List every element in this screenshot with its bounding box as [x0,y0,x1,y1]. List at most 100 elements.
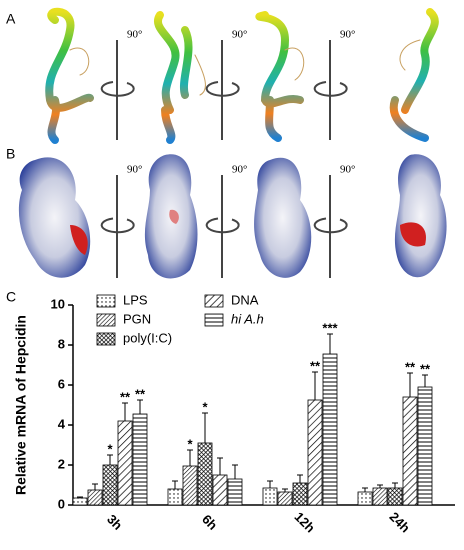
bar [417,386,433,506]
rotation-arrow [100,217,135,234]
x-tick-label: 12h [292,509,318,535]
surface-patch [400,222,426,247]
error-bar [172,480,178,489]
error-bar [202,412,208,443]
error-bar [92,483,98,490]
rotation-symbols [100,40,348,278]
panel-label: A [6,11,16,27]
significance: * [187,436,193,451]
rotation-label: 90° [232,164,247,176]
bar [227,478,243,506]
error-bar [392,482,398,488]
bar [262,487,278,506]
bar [167,488,183,506]
rotation-arrow [313,81,348,97]
rotation-label: 90° [340,164,355,176]
x-tick-label: 6h [199,512,220,533]
bar [307,399,323,506]
error-bar [407,372,413,397]
bar [72,497,88,506]
surface-structures [18,154,447,279]
significance: ** [135,386,146,401]
bar [197,442,213,506]
rotation-arrow [100,81,135,97]
y-tick-label: 8 [58,336,65,351]
bar [182,465,198,506]
bar [277,491,293,506]
surface [394,154,447,278]
bar [387,487,403,506]
rotation-arrow [205,217,240,234]
error-bar [217,457,223,475]
error-bar [422,374,428,387]
legend-swatch [96,332,116,346]
bar [117,420,133,506]
legend-swatch [96,313,116,327]
surface [254,157,312,278]
significance: ** [405,359,416,374]
legend-label: poly(I:C) [123,330,172,345]
error-bar [77,496,83,498]
y-tick-label: 2 [58,456,65,471]
bar [322,353,338,506]
x-tick-label: 24h [387,509,413,535]
error-bar [327,333,333,354]
surface-patch [169,209,179,224]
significance: * [107,441,113,456]
x-tick-label: 3h [104,512,125,533]
ribbon [255,11,304,142]
bar [402,396,418,506]
error-bar [107,454,113,465]
y-tick-label: 10 [51,296,65,311]
legend-swatch [204,313,224,327]
legend-label: hi A.h [231,311,264,326]
error-bar [297,474,303,483]
rotation-label: 90° [127,164,142,176]
error-bar [232,464,238,479]
ribbon-structures [45,7,439,144]
y-axis-title: Relative mRNA of Hepcidin [13,315,29,495]
y-tick-label: 6 [58,376,65,391]
legend-label: LPS [123,292,148,307]
bar [102,464,118,506]
loop [69,39,421,96]
bar [87,489,103,506]
rotation-label: 90° [340,29,355,41]
ribbon [154,11,193,144]
error-bar [187,449,193,466]
rotation-arrow [313,217,348,234]
bar [357,491,373,506]
rotation-label: 90° [232,29,247,41]
bar [372,487,388,506]
error-bar [122,402,128,421]
panel-label: B [6,146,15,162]
significance: *** [322,320,338,335]
error-bar [267,480,273,488]
y-tick-label: 4 [58,416,66,431]
error-bar [282,488,288,492]
legend-label: DNA [231,292,259,307]
error-bar [312,371,318,400]
ribbon [45,7,94,144]
bar [212,474,228,506]
surface [18,157,91,278]
y-tick-label: 0 [58,496,65,511]
panel-label: C [6,289,16,305]
ribbon [389,8,439,142]
legend-label: PGN [123,311,151,326]
surface-patch [70,225,88,255]
rotation-arrow [205,81,240,97]
error-bar [137,399,143,414]
significance: * [202,399,208,414]
significance: ** [120,389,131,404]
legend-swatch [96,294,116,308]
significance: ** [420,361,431,376]
legend-swatch [204,294,224,308]
bar [292,482,308,506]
bar [132,413,148,506]
error-bar [377,484,383,488]
error-bar [362,487,368,492]
significance: ** [310,358,321,373]
